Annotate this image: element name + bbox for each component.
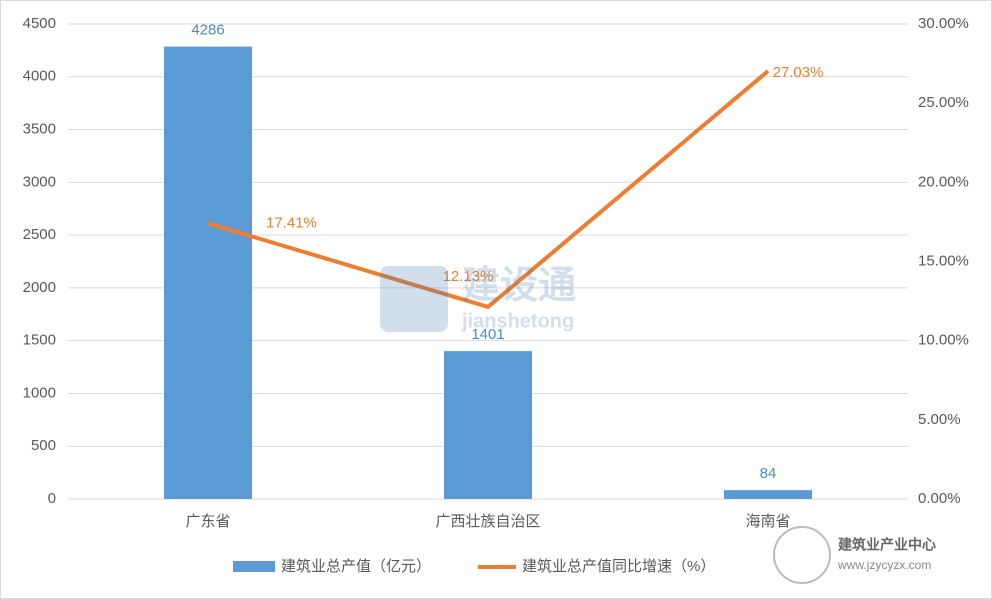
legend-label: 建筑业总产值（亿元） [281, 558, 431, 575]
y-tick-label: 500 [31, 437, 56, 454]
bar [164, 46, 252, 499]
bar-value-label: 84 [760, 465, 777, 482]
y2-tick-label: 5.00% [918, 411, 961, 428]
y-tick-label: 4000 [23, 68, 56, 85]
watermark-icon [380, 266, 448, 332]
line-value-label: 27.03% [773, 64, 824, 81]
watermark-text: jianshetong [461, 310, 574, 332]
y2-tick-label: 25.00% [918, 94, 969, 111]
line-value-label: 17.41% [266, 214, 317, 231]
line [207, 69, 770, 310]
y-tick-label: 3500 [23, 121, 56, 138]
x-tick-label: 广东省 [185, 513, 230, 530]
legend-label: 建筑业总产值同比增速（%） [522, 558, 715, 575]
bar-value-label: 1401 [471, 326, 504, 343]
y-tick-label: 4500 [23, 15, 56, 32]
bar-value-label: 4286 [191, 22, 224, 39]
logo-text: 建筑业产业中心 [838, 537, 936, 553]
y2-tick-label: 10.00% [918, 332, 969, 349]
y-tick-label: 1500 [23, 332, 56, 349]
y2-tick-label: 15.00% [918, 252, 969, 269]
y2-tick-label: 30.00% [918, 15, 969, 32]
y-tick-label: 3000 [23, 173, 56, 190]
y-tick-label: 2500 [23, 226, 56, 243]
watermark-text: 建设通 [462, 265, 576, 307]
x-tick-label: 海南省 [745, 513, 790, 530]
line-value-label: 12.13% [443, 268, 494, 285]
y-tick-label: 2000 [23, 279, 56, 296]
watermark: 建设通 jianshetong [380, 265, 576, 332]
y-tick-label: 0 [48, 490, 56, 507]
y2-tick-label: 0.00% [918, 490, 961, 507]
logo-url: www.jzycyzx.com [837, 558, 931, 572]
legend-swatch [233, 561, 275, 572]
y-tick-label: 1000 [23, 384, 56, 401]
bar [724, 490, 812, 499]
bar [444, 351, 532, 499]
x-tick-label: 广西壮族自治区 [435, 513, 540, 530]
logo-circle [773, 526, 831, 584]
y2-tick-label: 20.00% [918, 173, 969, 190]
